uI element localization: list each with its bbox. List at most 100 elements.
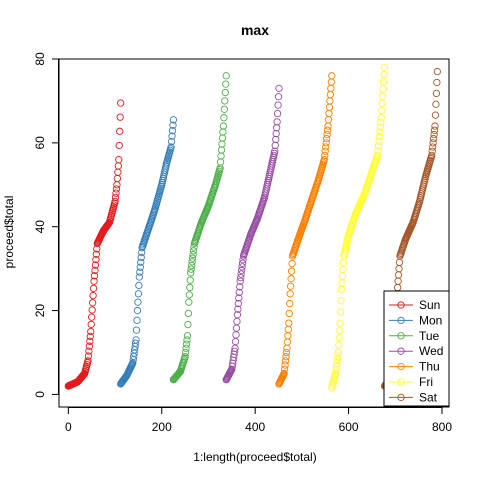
data-point (322, 143, 330, 151)
y-tick-label: 60 (33, 136, 47, 150)
data-point (325, 103, 334, 111)
data-point (430, 130, 438, 139)
data-point (320, 155, 328, 164)
data-point (111, 197, 119, 206)
data-point (183, 332, 192, 340)
x-axis-label: 1:length(proceed$total) (193, 450, 316, 464)
data-point (221, 97, 229, 105)
data-point (433, 67, 441, 76)
data-point (188, 258, 196, 266)
x-tick-label: 600 (339, 420, 359, 434)
series-mon (117, 116, 178, 388)
data-point (287, 267, 296, 275)
data-point (286, 299, 294, 308)
data-point (431, 111, 440, 119)
y-tick-label: 20 (33, 304, 47, 318)
data-point (432, 100, 440, 108)
data-point (281, 361, 289, 369)
data-point (428, 151, 436, 160)
data-point (273, 109, 282, 118)
data-point (237, 273, 245, 282)
legend-label: Wed (419, 344, 443, 358)
data-point (189, 250, 197, 259)
data-point (281, 357, 290, 365)
data-point (87, 327, 95, 336)
data-point (136, 263, 144, 271)
data-point (374, 147, 382, 155)
data-point (115, 155, 123, 164)
data-point (327, 84, 335, 93)
data-point (218, 140, 226, 148)
y-axis: 0 20 40 60 80 (33, 52, 59, 398)
data-point (336, 319, 344, 327)
data-point (275, 84, 283, 93)
x-tick-label: 0 (65, 420, 72, 434)
data-point (339, 265, 347, 274)
data-point (88, 306, 96, 314)
data-point (136, 268, 144, 276)
series-tue (169, 72, 230, 384)
legend-marker (397, 393, 405, 402)
data-point (334, 348, 342, 357)
data-point (230, 347, 239, 355)
data-point (135, 281, 143, 290)
data-point (286, 290, 294, 298)
data-point (324, 122, 332, 130)
data-point (321, 147, 329, 155)
data-point (394, 271, 403, 279)
data-point (181, 348, 190, 357)
data-point (283, 344, 291, 352)
series-wed (222, 84, 283, 384)
data-point (219, 122, 228, 130)
data-point (274, 101, 282, 109)
legend-label: Tue (419, 329, 440, 343)
data-point (86, 332, 94, 341)
data-point (429, 135, 438, 143)
data-point (91, 266, 99, 275)
data-point (432, 89, 441, 98)
x-tick-label: 400 (245, 420, 265, 434)
data-point (333, 359, 341, 367)
data-point (91, 261, 100, 269)
legend-marker (397, 316, 405, 325)
data-point (187, 261, 196, 270)
data-point (287, 275, 295, 283)
data-point (233, 317, 241, 326)
data-point (90, 277, 98, 285)
data-point (379, 78, 388, 86)
data-point (135, 273, 143, 281)
legend-marker (397, 362, 405, 371)
data-point (168, 127, 177, 135)
legend-marker (397, 301, 405, 309)
data-point (288, 259, 296, 268)
data-point (335, 334, 343, 342)
data-point (380, 63, 389, 72)
legend-marker (397, 347, 405, 355)
data-point (326, 97, 334, 105)
data-point (233, 311, 242, 319)
data-point (87, 320, 95, 328)
data-point (393, 283, 402, 292)
data-point (379, 92, 387, 100)
data-point (113, 181, 121, 189)
data-point (338, 279, 346, 287)
data-point (274, 93, 283, 101)
data-point (271, 147, 279, 155)
data-point (332, 366, 340, 374)
data-point (114, 168, 122, 176)
data-point (338, 272, 347, 280)
data-point (184, 309, 193, 318)
data-point (282, 353, 290, 361)
data-point (92, 250, 101, 258)
data-point (428, 143, 437, 151)
data-point (238, 259, 247, 267)
data-point (282, 348, 291, 357)
data-point (222, 80, 230, 88)
data-point (92, 255, 100, 264)
data-point (187, 265, 195, 273)
data-point (429, 139, 437, 147)
data-point (322, 135, 331, 143)
data-point (216, 158, 225, 166)
data-point (336, 326, 344, 335)
